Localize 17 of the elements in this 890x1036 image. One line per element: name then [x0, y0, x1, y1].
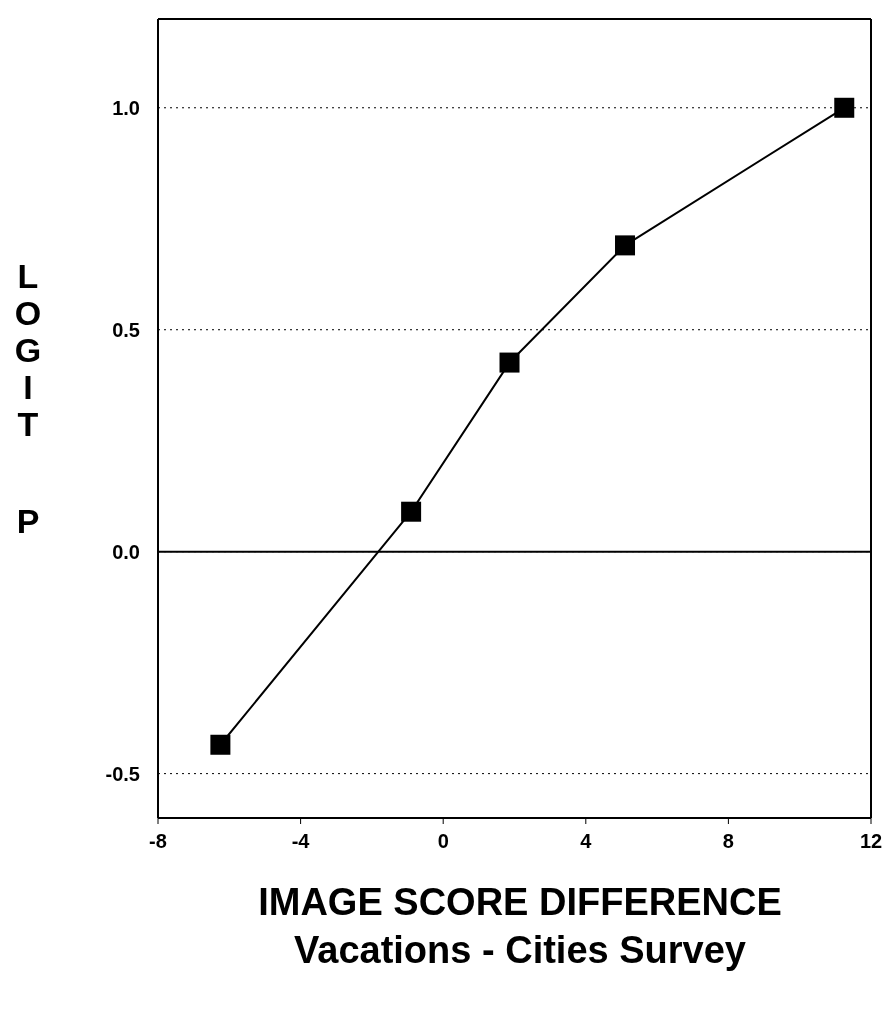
point [401, 501, 422, 522]
text: LOGIT P [14, 257, 42, 540]
point [499, 352, 520, 373]
point [615, 235, 636, 256]
x-tick-label: 0 [437, 830, 449, 853]
x-axis-title: IMAGE SCORE DIFFERENCE Vacations - Cities Survey [257, 880, 783, 973]
y-tick-label: -0.5 [105, 762, 140, 785]
x-tick-label: 4 [580, 830, 593, 853]
x-tick-label: -4 [291, 830, 311, 853]
point [834, 97, 855, 118]
y-tick-label: 0.0 [112, 540, 140, 563]
x-tick-label: 12 [859, 830, 883, 853]
x-tick-label: 8 [722, 830, 734, 853]
y-tick-label: 1.0 [112, 96, 140, 119]
y-tick-label: 0.5 [112, 318, 140, 341]
x-tick-label: -8 [149, 830, 167, 853]
point [210, 734, 231, 755]
